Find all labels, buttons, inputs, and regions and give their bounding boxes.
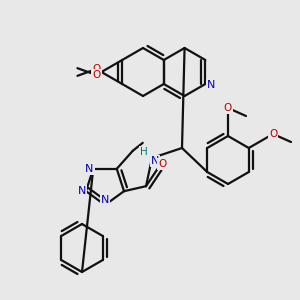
Text: O: O (224, 103, 232, 113)
Text: N: N (207, 80, 215, 90)
Text: N: N (85, 164, 93, 174)
Text: N: N (151, 156, 159, 166)
Text: O: O (269, 129, 277, 139)
Text: O: O (92, 64, 100, 74)
Text: N: N (101, 195, 109, 205)
Text: O: O (92, 70, 100, 80)
Text: N: N (78, 186, 86, 196)
Text: H: H (140, 147, 148, 157)
Text: O: O (158, 159, 166, 169)
